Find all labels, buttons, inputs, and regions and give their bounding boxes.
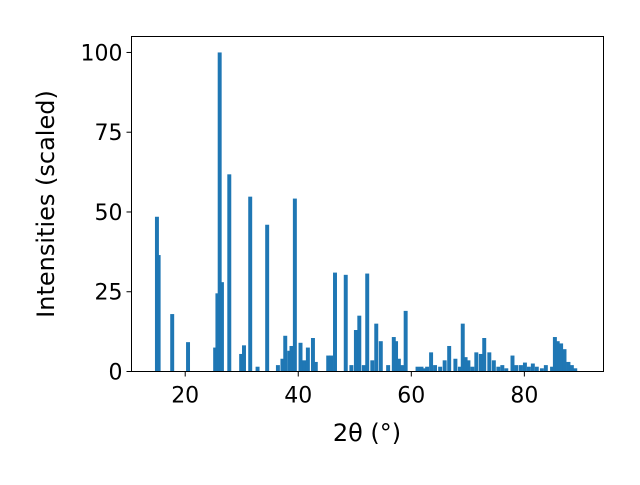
bar [466, 360, 471, 372]
bar [239, 353, 244, 372]
bar [378, 341, 383, 372]
bar [400, 365, 405, 372]
bar [329, 355, 334, 372]
bar [361, 365, 366, 372]
bar [539, 368, 544, 372]
bar [510, 355, 515, 372]
bar [514, 365, 519, 372]
bar [227, 174, 232, 372]
bar [292, 198, 297, 372]
x-tick-label: 20 [171, 384, 199, 409]
bar [487, 352, 492, 372]
bar [287, 350, 292, 372]
x-tick-label: 40 [284, 384, 312, 409]
bar [500, 365, 505, 372]
y-tick-label: 0 [109, 361, 123, 386]
bar [534, 366, 539, 372]
bar [353, 330, 358, 372]
bar [482, 338, 487, 372]
bar [453, 358, 458, 372]
bar [255, 366, 260, 372]
y-axis-ticks: 0 25 50 75 100 [81, 41, 132, 386]
bar [438, 366, 443, 372]
y-tick-label: 25 [95, 281, 123, 306]
x-axis-ticks: 20 40 60 80 [171, 371, 538, 409]
bar [478, 353, 483, 372]
bar [504, 368, 509, 372]
bar [242, 345, 246, 372]
bar [394, 341, 399, 372]
bar [526, 366, 531, 372]
bar [305, 347, 310, 372]
bar [313, 361, 318, 372]
bar [403, 310, 408, 372]
x-axis-label: 2θ (°) [333, 419, 401, 447]
bar [374, 323, 379, 372]
bar [447, 345, 452, 372]
bar [573, 368, 578, 372]
bar [415, 366, 420, 372]
bar [280, 358, 285, 372]
bar [357, 315, 362, 372]
y-axis-label: Intensities (scaled) [32, 90, 60, 318]
bar [365, 273, 370, 372]
bar [370, 360, 375, 372]
bars-group [154, 52, 578, 372]
bar [552, 337, 557, 372]
bar [555, 341, 560, 372]
y-tick-label: 75 [95, 121, 123, 146]
bar [491, 360, 496, 372]
bar [302, 360, 307, 372]
bar [298, 342, 303, 372]
bar [219, 282, 224, 372]
bar [496, 366, 501, 372]
bar [419, 366, 424, 372]
bar [518, 365, 523, 372]
bar [550, 366, 555, 372]
bar [215, 293, 220, 372]
bar [310, 338, 315, 372]
bar [186, 342, 191, 372]
bar [326, 355, 331, 372]
bar [289, 345, 294, 372]
bar [422, 368, 427, 372]
bar [333, 272, 337, 372]
bar [474, 352, 479, 372]
bar [265, 224, 270, 372]
x-tick-label: 80 [510, 384, 538, 409]
bar [522, 362, 527, 372]
bar [275, 365, 280, 372]
bar [442, 360, 447, 372]
bar [429, 352, 434, 372]
bar [156, 255, 161, 372]
bar [386, 365, 391, 372]
bar [343, 274, 348, 372]
bar [562, 349, 567, 372]
bar [470, 366, 475, 372]
bar [213, 347, 218, 372]
bar [170, 314, 175, 372]
bar [543, 365, 548, 372]
plot-frame [131, 36, 604, 372]
bar [463, 357, 468, 372]
bar [457, 366, 462, 372]
bar [391, 337, 396, 372]
bar [396, 358, 401, 372]
bar [559, 343, 564, 372]
y-tick-label: 100 [81, 41, 123, 66]
bar [425, 366, 430, 372]
bar [433, 365, 438, 372]
bar [460, 323, 465, 372]
bar [566, 361, 571, 372]
bar [248, 196, 253, 372]
x-tick-label: 60 [397, 384, 425, 409]
bar [569, 365, 574, 372]
bar [217, 52, 222, 372]
y-tick-label: 50 [95, 201, 123, 226]
bar [530, 363, 535, 372]
bar [349, 365, 354, 372]
bar [283, 335, 288, 372]
